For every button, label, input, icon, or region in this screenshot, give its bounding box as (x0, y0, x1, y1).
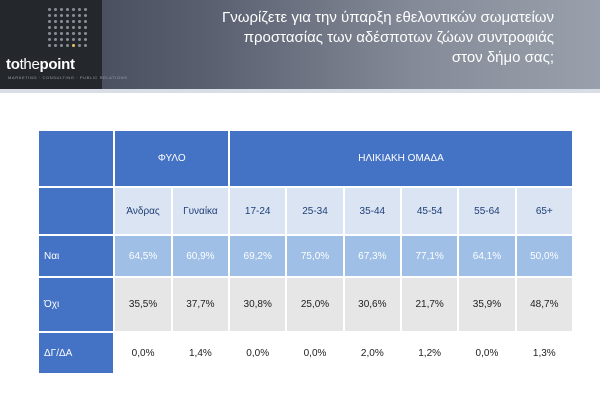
results-table: ΦΥΛΟ ΗΛΙΚΙΑΚΗ ΟΜΑΔΑ Άνδρας Γυναίκα 17-24… (37, 129, 574, 375)
table-cell: 0,0% (287, 333, 343, 373)
table-row: Όχι 35,5% 37,7% 30,8% 25,0% 30,6% 21,7% … (39, 278, 572, 331)
title-line: προστασίας των αδέσποτων ζώων συντροφιάς (243, 29, 554, 46)
table-cell: 30,6% (344, 278, 400, 331)
table-cell: 67,3% (344, 236, 400, 276)
group-header-gender: ΦΥΛΟ (115, 131, 229, 186)
table-cell: 64,5% (115, 236, 171, 276)
column-header: 25-34 (287, 188, 343, 234)
title-line: Γνωρίζετε για την ύπαρξη εθελοντικών σωμ… (221, 9, 554, 26)
title-line: στον δήμο σας; (451, 49, 554, 66)
table-corner (39, 131, 114, 186)
table-cell: 21,7% (401, 278, 458, 331)
table-cell: 48,7% (516, 278, 572, 331)
column-header: 65+ (516, 188, 572, 234)
table-cell: 1,3% (516, 333, 572, 373)
column-header: 55-64 (459, 188, 515, 234)
table-cell: 37,7% (172, 278, 229, 331)
row-label: Όχι (39, 278, 114, 331)
slide-header: tothepoint MARKETING · CONSULTING · PUBL… (0, 0, 600, 89)
subheader-corner (39, 188, 114, 234)
table-cell: 2,0% (344, 333, 400, 373)
column-header: Γυναίκα (172, 188, 229, 234)
table-cell: 0,0% (115, 333, 171, 373)
table-cell: 69,2% (230, 236, 286, 276)
logo-subtitle: MARKETING · CONSULTING · PUBLIC RELATION… (8, 75, 128, 80)
slide-title: Γνωρίζετε για την ύπαρξη εθελοντικών σωμ… (134, 8, 554, 68)
header-divider (0, 89, 600, 93)
table-cell: 77,1% (401, 236, 458, 276)
table-cell: 25,0% (287, 278, 343, 331)
table-cell: 35,5% (115, 278, 171, 331)
table-row: ΔΓ/ΔΑ 0,0% 1,4% 0,0% 0,0% 2,0% 1,2% 0,0%… (39, 333, 572, 373)
table-cell: 50,0% (516, 236, 572, 276)
table-cell: 1,4% (172, 333, 229, 373)
table-cell: 60,9% (172, 236, 229, 276)
group-header-age: ΗΛΙΚΙΑΚΗ ΟΜΑΔΑ (230, 131, 572, 186)
table-cell: 35,9% (459, 278, 515, 331)
table-cell: 0,0% (230, 333, 286, 373)
table-row: Ναι 64,5% 60,9% 69,2% 75,0% 67,3% 77,1% … (39, 236, 572, 276)
table-cell: 75,0% (287, 236, 343, 276)
column-header: 45-54 (401, 188, 458, 234)
table-cell: 64,1% (459, 236, 515, 276)
column-header: Άνδρας (115, 188, 171, 234)
logo-dots-icon (48, 8, 90, 50)
row-label: Ναι (39, 236, 114, 276)
column-header: 35-44 (344, 188, 400, 234)
table-cell: 1,2% (401, 333, 458, 373)
row-label: ΔΓ/ΔΑ (39, 333, 114, 373)
logo-text: tothepoint (6, 56, 75, 73)
table-cell: 30,8% (230, 278, 286, 331)
logo: tothepoint MARKETING · CONSULTING · PUBL… (0, 0, 127, 89)
column-header: 17-24 (230, 188, 286, 234)
table-cell: 0,0% (459, 333, 515, 373)
